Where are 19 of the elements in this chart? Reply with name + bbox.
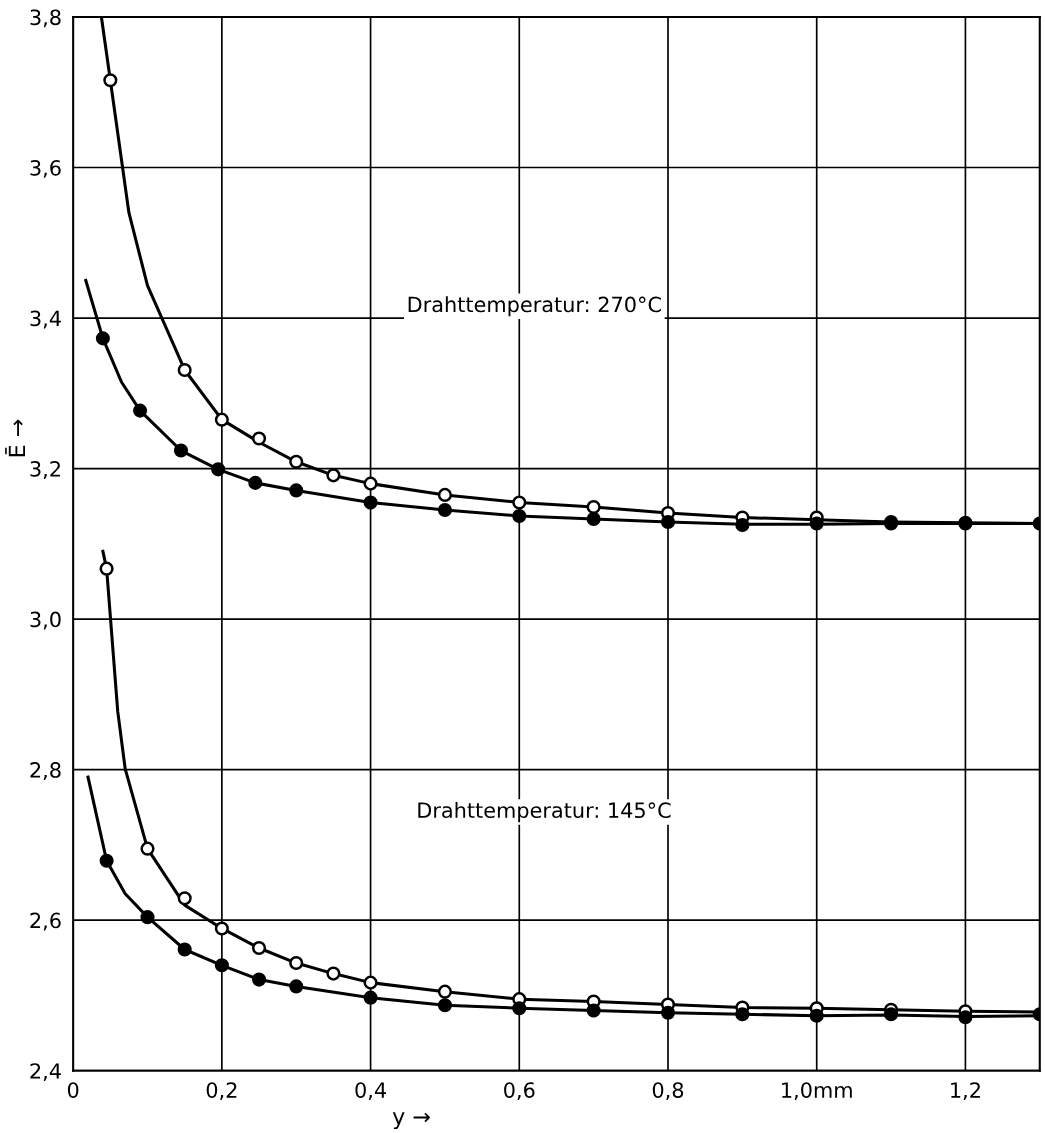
x-axis-title: y →: [392, 1112, 430, 1130]
x-tick-label: 0,8: [652, 1082, 684, 1101]
y-tick-label: 2,8: [30, 762, 61, 780]
x-tick-label: 0,6: [504, 1082, 535, 1101]
y-tick-label: 3,4: [30, 310, 61, 329]
y-tick-label: 3,0: [30, 611, 61, 630]
y-tick-label: 2,6: [30, 912, 61, 931]
y-tick-label: 3,6: [30, 159, 61, 178]
y-tick-label: 2,4: [30, 1063, 61, 1082]
x-tick-label: 0: [67, 1082, 79, 1098]
x-tick-label: 1,2: [951, 1082, 980, 1101]
x-tick-label: 1,0mm: [782, 1082, 852, 1101]
y-tick-label: 3,8: [30, 9, 61, 28]
y-tick-label: 3,2: [30, 461, 60, 479]
x-tick-label: 0,4: [355, 1082, 386, 1101]
x-tick-label: 0,2: [206, 1082, 237, 1101]
annotation: Drahttemperatur: 270°C: [408, 296, 661, 317]
y-axis-title: Ē →: [5, 419, 26, 457]
annotation: Drahttemperatur: 145°C: [418, 801, 671, 823]
